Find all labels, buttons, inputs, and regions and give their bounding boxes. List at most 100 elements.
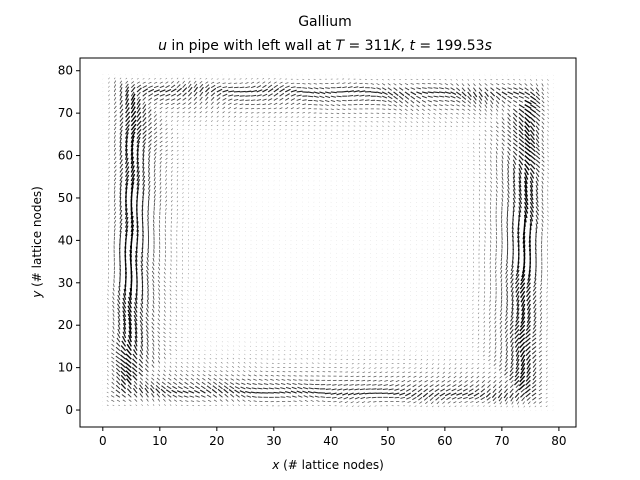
quiver-arrow [158, 292, 161, 296]
quiver-arrow [119, 176, 123, 182]
quiver-arrow [529, 172, 535, 179]
quiver-arrow [133, 393, 138, 398]
quiver-arrow [212, 394, 218, 398]
quiver-arrow [181, 289, 183, 292]
quiver-arrow [361, 401, 366, 404]
quiver-arrow [153, 160, 156, 165]
quiver-arrow [134, 340, 138, 347]
quiver-arrow [120, 379, 127, 386]
quiver-arrow [176, 217, 178, 220]
quiver-arrow [427, 337, 428, 339]
quiver-arrow [107, 327, 109, 330]
quiver-arrow [125, 157, 129, 165]
quiver-arrow [153, 202, 156, 207]
quiver-arrow [248, 366, 252, 368]
quiver-arrow [367, 379, 371, 382]
quiver-arrow [146, 282, 149, 288]
quiver-arrow [354, 396, 360, 400]
quiver-arrow [147, 185, 151, 190]
quiver-arrow [490, 189, 492, 193]
quiver-arrow [461, 172, 463, 174]
quiver-arrow [164, 229, 166, 232]
quiver-arrow [163, 297, 166, 300]
quiver-arrow [472, 308, 474, 310]
quiver-arrow [181, 302, 183, 305]
quiver-arrow [449, 282, 451, 284]
quiver-arrow [136, 187, 140, 194]
quiver-arrow [466, 320, 468, 323]
quiver-arrow [146, 308, 149, 313]
quiver-arrow [461, 210, 463, 212]
quiver-arrow [529, 219, 533, 226]
quiver-arrow [163, 331, 166, 334]
quiver-arrow [181, 341, 183, 343]
quiver-arrow [514, 324, 520, 331]
quiver-arrow [219, 399, 223, 402]
quiver-arrow [500, 261, 503, 266]
quiver-arrow [303, 395, 309, 398]
quiver-arrow [507, 197, 510, 203]
quiver-arrow [461, 295, 463, 297]
quiver-arrow [525, 350, 531, 357]
quiver-arrow [163, 271, 166, 275]
quiver-arrow [505, 282, 509, 288]
quiver-arrow [460, 358, 463, 361]
quiver-arrow [490, 231, 492, 235]
quiver-arrow [494, 303, 497, 308]
quiver-arrow [122, 331, 127, 339]
quiver-arrow [424, 379, 428, 383]
quiver-arrow [517, 236, 520, 243]
quiver-arrow [518, 168, 522, 175]
quiver-arrow [432, 337, 434, 339]
quiver-arrow [457, 388, 463, 392]
quiver-arrow [401, 375, 406, 378]
quiver-arrow [136, 166, 140, 173]
quiver-arrow [113, 169, 117, 173]
quiver-arrow [482, 354, 485, 357]
quiver-arrow [299, 400, 303, 402]
quiver-arrow [164, 301, 166, 305]
quiver-arrow [456, 202, 458, 204]
quiver-arrow [159, 199, 162, 203]
quiver-arrow [547, 155, 549, 158]
quiver-arrow [106, 361, 109, 364]
quiver-arrow [238, 404, 240, 407]
quiver-arrow [535, 167, 540, 173]
quiver-arrow [395, 384, 400, 387]
quiver-arrow [175, 285, 178, 288]
quiver-arrow [171, 162, 174, 165]
quiver-arrow [461, 303, 463, 305]
quiver-arrow [242, 374, 246, 377]
quiver-arrow [495, 172, 498, 176]
quiver-arrow [188, 163, 190, 165]
quiver-arrow [478, 176, 481, 179]
quiver-arrow [119, 141, 122, 148]
quiver-arrow [230, 378, 235, 381]
quiver-arrow [499, 333, 503, 338]
quiver-arrow [477, 367, 480, 370]
quiver-arrow [442, 401, 446, 404]
quiver-arrow [142, 162, 145, 169]
quiver-arrow [169, 344, 172, 347]
quiver-arrow [373, 375, 377, 378]
quiver-arrow [465, 363, 468, 365]
quiver-arrow [511, 299, 514, 306]
quiver-arrow [493, 358, 497, 362]
quiver-arrow [190, 400, 195, 402]
subtitle-time-var: t [409, 38, 415, 54]
quiver-arrow [193, 294, 195, 296]
quiver-arrow [461, 193, 463, 195]
quiver-arrow [495, 185, 498, 189]
quiver-arrow [197, 362, 200, 364]
quiver-arrow [146, 350, 149, 356]
quiver-arrow [111, 348, 115, 351]
quiver-arrow [487, 401, 491, 404]
quiver-arrow [193, 158, 195, 160]
quiver-arrow [160, 388, 166, 394]
quiver-arrow [511, 231, 514, 238]
quiver-arrow [545, 350, 548, 353]
quiver-arrow [182, 183, 184, 186]
quiver-arrow [170, 212, 173, 216]
quiver-arrow [165, 191, 168, 194]
quiver-arrow [119, 222, 123, 228]
